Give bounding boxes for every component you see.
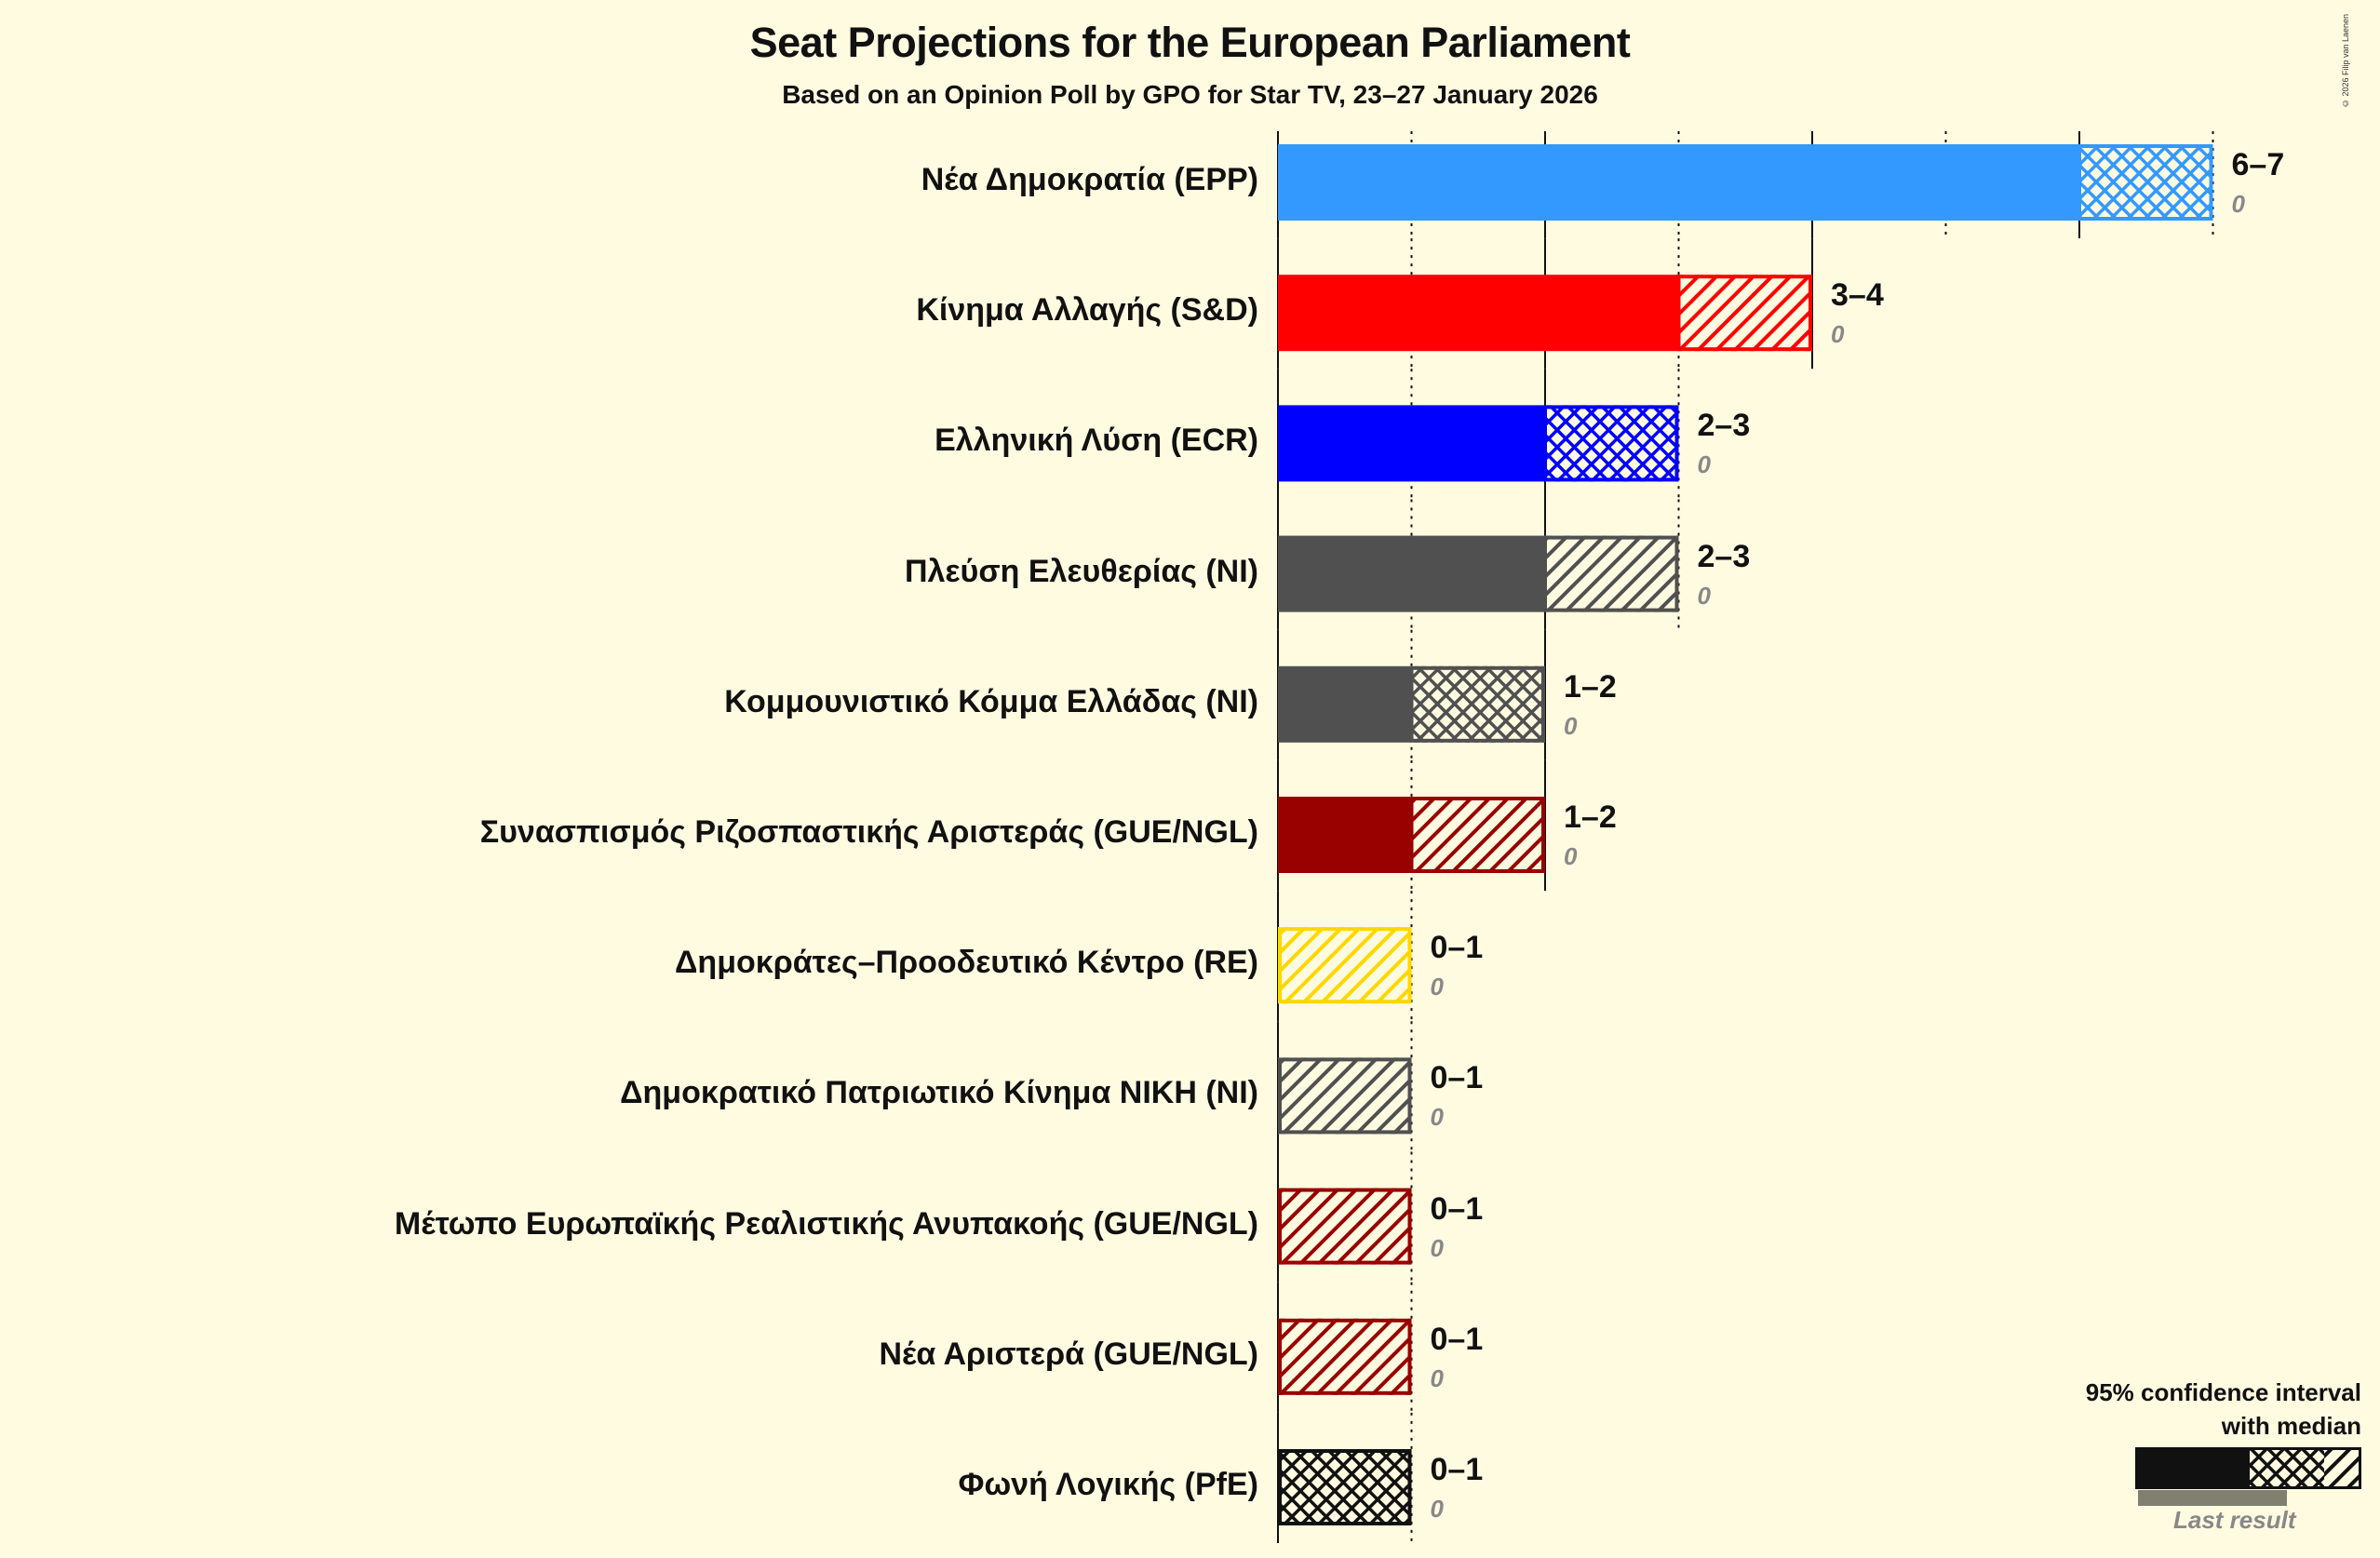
bar-crosshatch xyxy=(1411,665,1545,743)
last-result-label: 0 xyxy=(1697,581,1711,610)
bar-solid xyxy=(1278,405,1545,482)
party-label: Πλεύση Ελευθερίας (NI) xyxy=(904,553,1258,589)
bar-crosshatch xyxy=(1545,405,1679,482)
legend-title: 95% confidence interval with median xyxy=(2086,1376,2361,1443)
bar-hatch xyxy=(1278,1318,1412,1395)
last-result-label: 0 xyxy=(1564,711,1578,740)
party-label: Φωνή Λογικής (PfE) xyxy=(958,1467,1258,1502)
party-label: Συνασπισμός Ριζοσπαστικής Αριστεράς (GUE… xyxy=(479,814,1258,850)
bar-row xyxy=(1278,405,1679,482)
range-label: 0–1 xyxy=(1430,1190,1484,1227)
bar-row xyxy=(1278,797,1545,873)
last-result-label: 0 xyxy=(1697,450,1711,479)
last-result-label: 0 xyxy=(1564,842,1578,870)
party-label: Κομμουνιστικό Κόμμα Ελλάδας (NI) xyxy=(724,683,1258,719)
bar-solid xyxy=(1278,144,2079,221)
range-label: 0–1 xyxy=(1430,1060,1484,1096)
bar-solid xyxy=(1278,797,1412,873)
bar-hatch xyxy=(1411,797,1545,873)
bars xyxy=(1278,144,2213,1525)
last-result-label: 0 xyxy=(1430,1363,1444,1392)
bar-hatch xyxy=(1678,275,1812,352)
bar-solid xyxy=(1278,535,1545,612)
bar-row xyxy=(1278,927,1412,1004)
range-label: 3–4 xyxy=(1831,277,1884,314)
bar-crosshatch xyxy=(1278,1449,1412,1525)
range-label: 0–1 xyxy=(1430,1452,1484,1487)
bar-crosshatch xyxy=(2079,144,2213,221)
legend-title-line1: 95% confidence interval xyxy=(2085,1378,2361,1406)
legend-crosshatch xyxy=(2250,1447,2324,1489)
chart-subtitle: Based on an Opinion Poll by GPO for Star… xyxy=(782,80,1598,109)
range-label: 2–3 xyxy=(1697,538,1751,574)
bar-row xyxy=(1278,665,1545,743)
range-label: 1–2 xyxy=(1564,799,1617,835)
range-label: 2–3 xyxy=(1697,408,1751,444)
range-label: 6–7 xyxy=(2231,147,2285,182)
last-result-label: 0 xyxy=(1430,1495,1444,1523)
bar-row xyxy=(1278,275,1812,352)
last-result-label: 0 xyxy=(1831,320,1845,349)
bar-row xyxy=(1278,144,2213,221)
last-result-label: 0 xyxy=(1430,1233,1444,1262)
party-label: Δημοκρατικό Πατριωτικό Κίνημα ΝΙΚΗ (NI) xyxy=(620,1075,1258,1111)
party-label: Νέα Δημοκρατία (EPP) xyxy=(921,162,1258,197)
range-label: 0–1 xyxy=(1430,930,1484,966)
range-label: 1–2 xyxy=(1564,668,1617,705)
bar-row xyxy=(1278,1318,1412,1395)
legend-title-line2: with median xyxy=(2221,1412,2361,1440)
party-label: Μέτωπο Ευρωπαϊκής Ρεαλιστικής Ανυπακοής … xyxy=(394,1205,1258,1242)
legend-last-result-bar xyxy=(2138,1490,2287,1506)
last-result-label: 0 xyxy=(1430,1103,1444,1132)
bar-row xyxy=(1278,1188,1412,1265)
bar-hatch xyxy=(1278,1057,1412,1135)
bar-hatch xyxy=(1545,535,1679,612)
bar-solid xyxy=(1278,665,1412,743)
party-label: Κίνημα Αλλαγής (S&D) xyxy=(916,292,1258,329)
bar-hatch xyxy=(1278,1188,1412,1265)
legend-hatch xyxy=(2324,1447,2361,1489)
legend-last-result-label: Last result xyxy=(2173,1506,2296,1534)
bar-row xyxy=(1278,535,1679,612)
legend-solid xyxy=(2135,1447,2250,1489)
last-result-label: 0 xyxy=(1430,973,1444,1001)
bar-solid xyxy=(1278,275,1679,352)
party-label: Δημοκράτες–Προοδευτικό Κέντρο (RE) xyxy=(674,945,1258,981)
party-label: Ελληνική Λύση (ECR) xyxy=(935,423,1258,459)
range-label: 0–1 xyxy=(1430,1321,1484,1357)
bar-row xyxy=(1278,1057,1412,1135)
bar-hatch xyxy=(1278,927,1412,1004)
legend-graphic xyxy=(2135,1447,2361,1506)
party-label: Νέα Αριστερά (GUE/NGL) xyxy=(879,1336,1258,1372)
bar-row xyxy=(1278,1449,1412,1525)
chart-title: Seat Projections for the European Parlia… xyxy=(749,19,1631,66)
last-result-label: 0 xyxy=(2231,190,2245,218)
